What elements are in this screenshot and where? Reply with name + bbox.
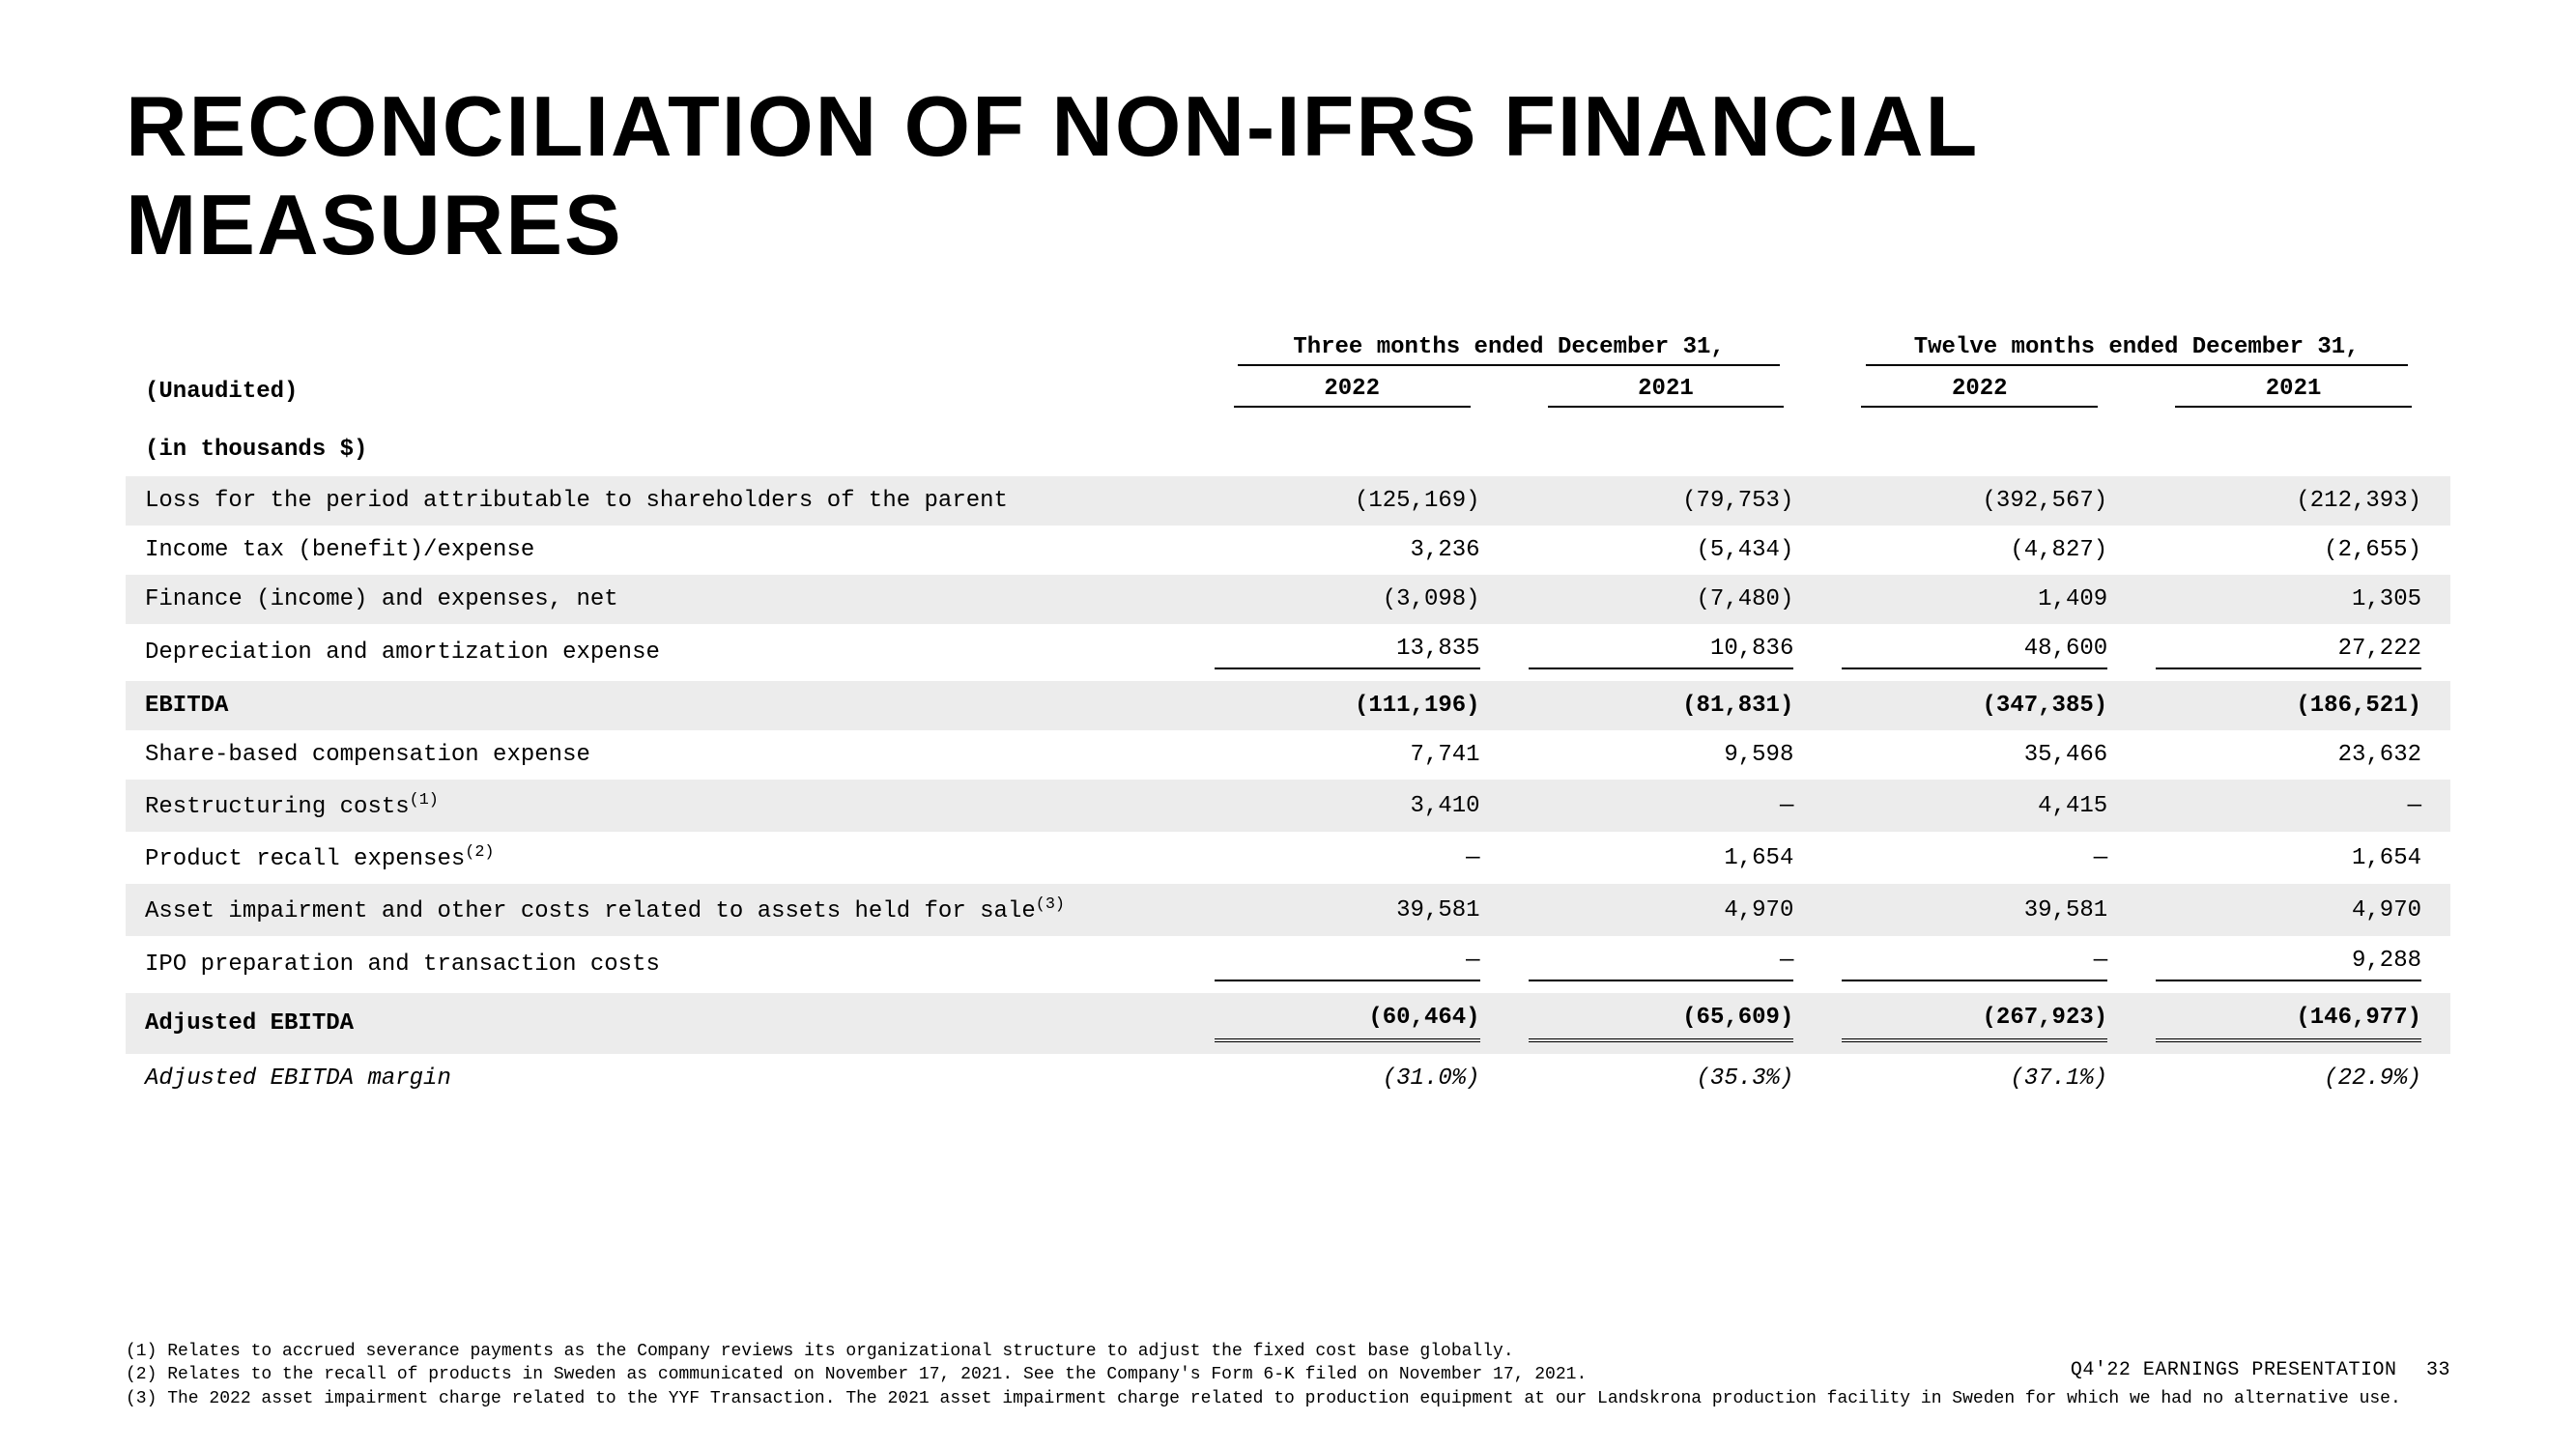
unaudited-label: (Unaudited): [126, 372, 1195, 419]
row-value: (81,831): [1509, 681, 1823, 730]
row-value: 1,409: [1822, 575, 2136, 624]
row-value: 3,410: [1195, 780, 1509, 832]
row-label: Adjusted EBITDA: [126, 993, 1195, 1054]
row-value: (3,098): [1195, 575, 1509, 624]
row-value: (7,480): [1509, 575, 1823, 624]
footer-right: Q4'22 EARNINGS PRESENTATION 33: [2071, 1359, 2450, 1381]
row-value: —: [1195, 832, 1509, 884]
page-number: 33: [2426, 1359, 2450, 1381]
reconciliation-table: Three months ended December 31, Twelve m…: [126, 323, 2450, 1103]
row-value: (60,464): [1195, 993, 1509, 1054]
table-row: Depreciation and amortization expense13,…: [126, 624, 2450, 681]
row-value: (146,977): [2136, 993, 2450, 1054]
row-label: IPO preparation and transaction costs: [126, 936, 1195, 993]
row-value: 1,305: [2136, 575, 2450, 624]
row-value: —: [2136, 780, 2450, 832]
table-row: Restructuring costs(1)3,410—4,415—: [126, 780, 2450, 832]
row-label: Income tax (benefit)/expense: [126, 526, 1195, 575]
row-value: 48,600: [1822, 624, 2136, 681]
row-value: 23,632: [2136, 730, 2450, 780]
group-header-3m: Three months ended December 31,: [1238, 334, 1780, 366]
table-row: Share-based compensation expense7,7419,5…: [126, 730, 2450, 780]
row-value: (267,923): [1822, 993, 2136, 1054]
units-label: (in thousands $): [126, 419, 2450, 476]
year-12m-2021: 2021: [2175, 376, 2412, 408]
row-label: Restructuring costs(1): [126, 780, 1195, 832]
row-value: 3,236: [1195, 526, 1509, 575]
row-value: —: [1822, 936, 2136, 993]
row-value: 35,466: [1822, 730, 2136, 780]
row-value: (186,521): [2136, 681, 2450, 730]
row-value: (79,753): [1509, 476, 1823, 526]
row-label: EBITDA: [126, 681, 1195, 730]
row-value: 39,581: [1822, 884, 2136, 936]
table-row: IPO preparation and transaction costs———…: [126, 936, 2450, 993]
row-value: (347,385): [1822, 681, 2136, 730]
row-value: 10,836: [1509, 624, 1823, 681]
row-value: 4,970: [1509, 884, 1823, 936]
row-value: 1,654: [1509, 832, 1823, 884]
year-3m-2022: 2022: [1234, 376, 1471, 408]
row-label: Product recall expenses(2): [126, 832, 1195, 884]
row-label: Finance (income) and expenses, net: [126, 575, 1195, 624]
row-value: (65,609): [1509, 993, 1823, 1054]
row-value: 1,654: [2136, 832, 2450, 884]
row-value: 9,598: [1509, 730, 1823, 780]
row-label: Loss for the period attributable to shar…: [126, 476, 1195, 526]
row-value: 13,835: [1195, 624, 1509, 681]
row-value: 7,741: [1195, 730, 1509, 780]
row-value: 4,415: [1822, 780, 2136, 832]
slide-title: RECONCILIATION OF NON-IFRS FINANCIAL MEA…: [126, 77, 2450, 274]
row-value: 39,581: [1195, 884, 1509, 936]
row-value: (392,567): [1822, 476, 2136, 526]
row-value: (4,827): [1822, 526, 2136, 575]
units-row: (in thousands $): [126, 419, 2450, 476]
row-value: (111,196): [1195, 681, 1509, 730]
row-value: —: [1195, 936, 1509, 993]
row-value: —: [1822, 832, 2136, 884]
row-value: 4,970: [2136, 884, 2450, 936]
row-label: Asset impairment and other costs related…: [126, 884, 1195, 936]
presentation-label: Q4'22 EARNINGS PRESENTATION: [2071, 1359, 2397, 1381]
table-row: Adjusted EBITDA(60,464)(65,609)(267,923)…: [126, 993, 2450, 1054]
year-3m-2021: 2021: [1548, 376, 1785, 408]
table-row: Finance (income) and expenses, net(3,098…: [126, 575, 2450, 624]
row-value: 9,288: [2136, 936, 2450, 993]
row-value: (35.3%): [1509, 1054, 1823, 1103]
year-12m-2022: 2022: [1861, 376, 2098, 408]
row-label: Share-based compensation expense: [126, 730, 1195, 780]
row-value: (22.9%): [2136, 1054, 2450, 1103]
row-label: Adjusted EBITDA margin: [126, 1054, 1195, 1103]
table-row: Asset impairment and other costs related…: [126, 884, 2450, 936]
table-row: Loss for the period attributable to shar…: [126, 476, 2450, 526]
year-header-row: (Unaudited) 2022 2021 2022 2021: [126, 372, 2450, 419]
reconciliation-table-container: Three months ended December 31, Twelve m…: [126, 323, 2450, 1103]
row-value: —: [1509, 936, 1823, 993]
row-value: (212,393): [2136, 476, 2450, 526]
footnote-line: (3) The 2022 asset impairment charge rel…: [126, 1387, 2450, 1410]
table-row: Product recall expenses(2)—1,654—1,654: [126, 832, 2450, 884]
row-value: (37.1%): [1822, 1054, 2136, 1103]
table-row: Income tax (benefit)/expense3,236(5,434)…: [126, 526, 2450, 575]
row-label: Depreciation and amortization expense: [126, 624, 1195, 681]
row-value: 27,222: [2136, 624, 2450, 681]
row-value: —: [1509, 780, 1823, 832]
row-value: (125,169): [1195, 476, 1509, 526]
period-group-header: Three months ended December 31, Twelve m…: [126, 323, 2450, 372]
table-row: EBITDA(111,196)(81,831)(347,385)(186,521…: [126, 681, 2450, 730]
row-value: (31.0%): [1195, 1054, 1509, 1103]
group-header-12m: Twelve months ended December 31,: [1866, 334, 2408, 366]
row-value: (2,655): [2136, 526, 2450, 575]
row-value: (5,434): [1509, 526, 1823, 575]
table-row: Adjusted EBITDA margin(31.0%)(35.3%)(37.…: [126, 1054, 2450, 1103]
